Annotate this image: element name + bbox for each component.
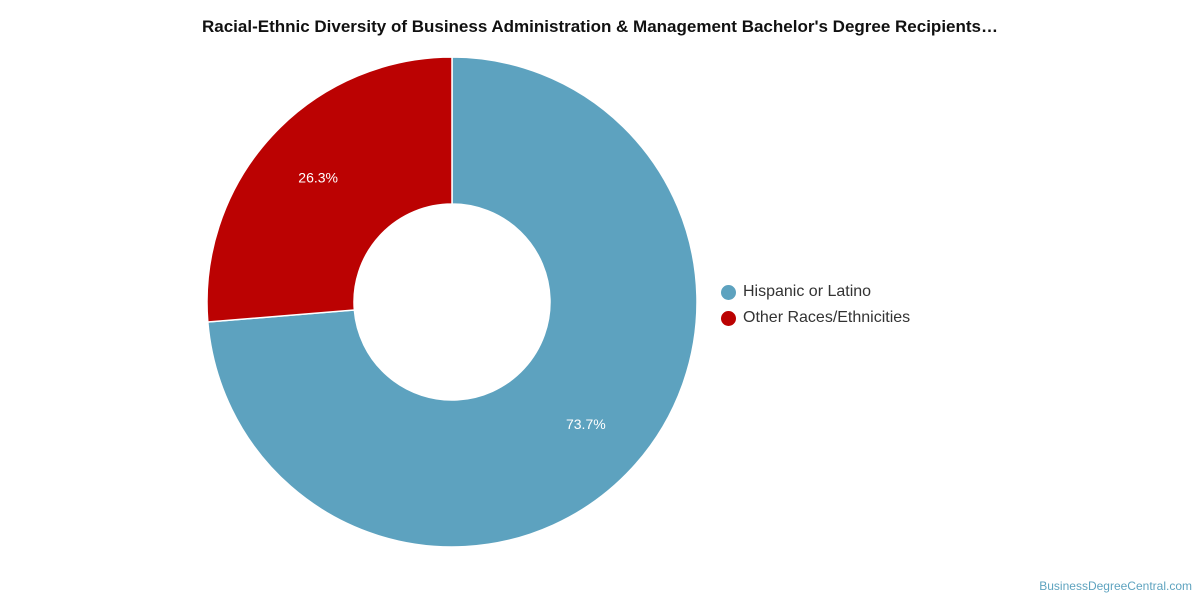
slice-1[interactable]	[206, 56, 453, 323]
slice-label-0: 73.7%	[566, 416, 606, 432]
legend-item-0[interactable]: Hispanic or Latino	[721, 279, 910, 305]
watermark[interactable]: BusinessDegreeCentral.com	[1039, 579, 1192, 593]
legend-swatch-0	[721, 284, 736, 300]
chart-title: Racial-Ethnic Diversity of Business Admi…	[201, 17, 998, 36]
legend: Hispanic or Latino Other Races/Ethnicitie…	[721, 279, 910, 331]
slice-label-1: 26.3%	[298, 169, 338, 185]
legend-item-1[interactable]: Other Races/Ethnicities	[721, 305, 910, 331]
slice-0[interactable]	[207, 56, 698, 548]
legend-label-0: Hispanic or Latino	[743, 283, 872, 300]
legend-swatch-1	[721, 310, 736, 326]
legend-label-1: Other Races/Ethnicities	[743, 309, 911, 326]
